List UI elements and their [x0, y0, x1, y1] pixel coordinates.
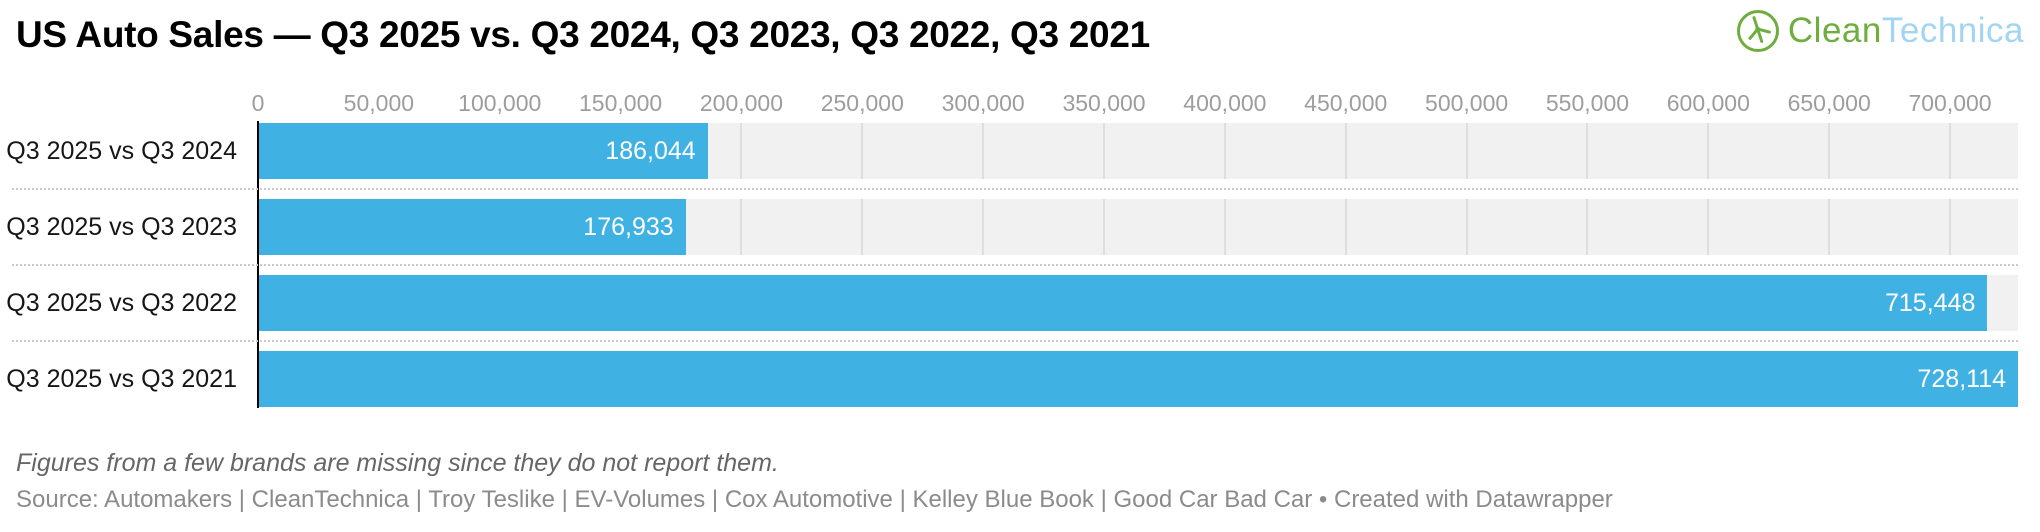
x-axis-tick: 200,000 [699, 90, 784, 116]
gridline [1707, 199, 1710, 255]
logo-text: CleanTechnica [1788, 11, 2024, 51]
bar-value-label: 176,933 [583, 213, 674, 241]
x-axis-tick: 0 [251, 90, 265, 116]
bar: 176,933 [258, 199, 686, 255]
x-axis-tick: 700,000 [1908, 90, 1992, 116]
row-band: 186,044 [258, 123, 2018, 179]
x-axis-tick: 450,000 [1304, 90, 1388, 116]
x-axis-tick: 150,000 [579, 90, 663, 116]
gridline [861, 199, 864, 255]
chart-title: US Auto Sales — Q3 2025 vs. Q3 2024, Q3 … [16, 14, 1150, 55]
x-axis-tick: 100,000 [458, 90, 542, 116]
row-separator [12, 264, 2018, 266]
row-separator [12, 188, 2018, 190]
chart-note: Figures from a few brands are missing si… [16, 449, 779, 477]
gridline [1828, 199, 1831, 255]
wind-turbine-circle-icon [1735, 8, 1781, 54]
gridline [1103, 199, 1106, 255]
row-label: Q3 2025 vs Q3 2021 [6, 365, 237, 393]
logo-text-technica: Technica [1881, 11, 2024, 50]
source-line: Source: Automakers | CleanTechnica | Tro… [16, 486, 1613, 513]
x-axis-tick: 300,000 [941, 90, 1025, 116]
x-axis-tick: 500,000 [1425, 90, 1509, 116]
gridline [861, 123, 864, 179]
x-axis-tick: 350,000 [1062, 90, 1146, 116]
bar: 715,448 [258, 275, 1988, 331]
bar: 186,044 [258, 123, 708, 179]
x-axis-tick: 250,000 [820, 90, 904, 116]
row-band: 728,114 [258, 351, 2018, 407]
x-axis-tick: 400,000 [1183, 90, 1267, 116]
row-band: 715,448 [258, 275, 2018, 331]
row-label: Q3 2025 vs Q3 2024 [6, 137, 237, 165]
gridline [740, 199, 743, 255]
row-band: 176,933 [258, 199, 2018, 255]
x-axis-tick: 550,000 [1545, 90, 1630, 116]
bar-value-label: 715,448 [1885, 289, 1976, 317]
bar-value-label: 728,114 [1917, 365, 2006, 393]
x-axis-tick: 50,000 [343, 90, 415, 116]
gridline [1344, 123, 1347, 179]
gridline [1707, 123, 1710, 179]
gridline [1103, 123, 1106, 179]
gridline [1465, 123, 1468, 179]
gridline [1223, 199, 1226, 255]
row-label: Q3 2025 vs Q3 2023 [6, 213, 237, 241]
gridline [1223, 123, 1226, 179]
row-separator [12, 340, 2018, 342]
bar-value-label: 186,044 [605, 137, 696, 165]
x-axis: 0 50,000 100,000 150,000 200,000 250,000 300,0… [252, 90, 2018, 116]
gridline [1949, 199, 1952, 255]
gridline [1949, 123, 1952, 179]
gridline [1586, 199, 1589, 255]
gridline [1586, 123, 1589, 179]
bar: 728,114 [258, 351, 2018, 407]
gridline [1344, 199, 1347, 255]
logo-text-clean: Clean [1787, 11, 1882, 50]
row-labels: Q3 2025 vs Q3 2024 Q3 2025 vs Q3 2023 Q3 2… [0, 123, 237, 407]
x-axis-tick: 600,000 [1666, 90, 1750, 116]
gridline [982, 199, 985, 255]
plot-area: 186,044 176,933 715,448 728,114 [258, 123, 2018, 407]
gridline [1828, 123, 1831, 179]
gridline [982, 123, 985, 179]
gridline [1465, 199, 1468, 255]
gridline [740, 123, 743, 179]
cleantechnica-logo: CleanTechnica [1735, 8, 2024, 54]
x-axis-tick: 650,000 [1787, 90, 1871, 116]
row-label: Q3 2025 vs Q3 2022 [6, 289, 237, 317]
